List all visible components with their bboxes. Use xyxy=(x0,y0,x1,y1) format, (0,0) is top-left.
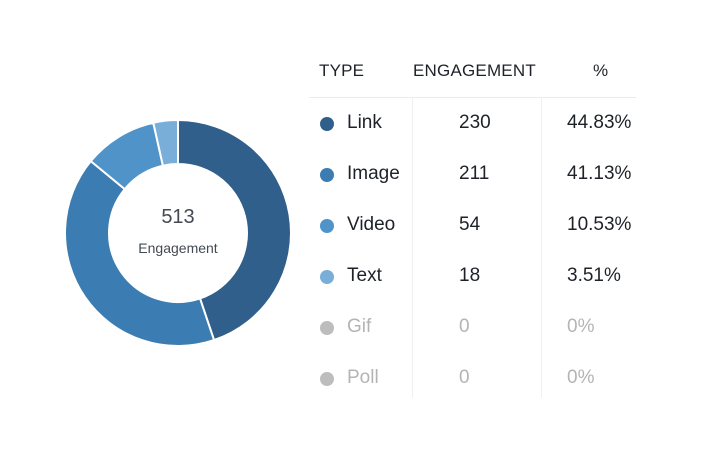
row-percent: 0% xyxy=(567,367,595,388)
legend-row: Video 54 10.53% xyxy=(0,211,706,243)
row-type: Poll xyxy=(347,367,379,388)
row-percent: 0% xyxy=(567,316,595,337)
row-type: Link xyxy=(347,112,382,133)
column-divider xyxy=(541,98,542,398)
row-percent: 41.13% xyxy=(567,163,632,184)
row-percent: 10.53% xyxy=(567,214,632,235)
legend-row: Link 230 44.83% xyxy=(0,109,706,141)
legend-row: Image 211 41.13% xyxy=(0,160,706,192)
legend-dot-icon xyxy=(320,219,334,233)
row-percent: 3.51% xyxy=(567,265,621,286)
row-engagement: 0 xyxy=(459,367,470,388)
header-engagement: ENGAGEMENT xyxy=(413,61,536,80)
legend-row: Poll 0 0% xyxy=(0,364,706,396)
header-divider xyxy=(309,97,636,98)
row-engagement: 54 xyxy=(459,214,481,235)
row-engagement: 18 xyxy=(459,265,481,286)
legend-dot-icon xyxy=(320,270,334,284)
row-type: Text xyxy=(347,265,382,286)
legend-row: Text 18 3.51% xyxy=(0,262,706,294)
total-engagement-label: Engagement xyxy=(138,240,218,256)
legend-row: Gif 0 0% xyxy=(0,313,706,345)
row-engagement: 0 xyxy=(459,316,470,337)
legend-dot-icon xyxy=(320,117,334,131)
total-engagement-value: 513 xyxy=(161,206,195,228)
donut-slice-text xyxy=(152,118,179,167)
legend-dot-icon xyxy=(320,372,334,386)
row-type: Image xyxy=(347,163,400,184)
header-percent: % xyxy=(593,61,609,80)
legend-dot-icon xyxy=(320,168,334,182)
donut-slice-image xyxy=(64,159,216,347)
row-percent: 44.83% xyxy=(567,112,632,133)
column-divider xyxy=(412,98,413,398)
row-engagement: 230 xyxy=(459,112,491,133)
donut-slice-link xyxy=(177,118,292,342)
row-engagement: 211 xyxy=(459,163,490,184)
legend-dot-icon xyxy=(320,321,334,335)
header-type: TYPE xyxy=(319,61,365,80)
row-type: Video xyxy=(347,214,396,235)
row-type: Gif xyxy=(347,316,372,337)
